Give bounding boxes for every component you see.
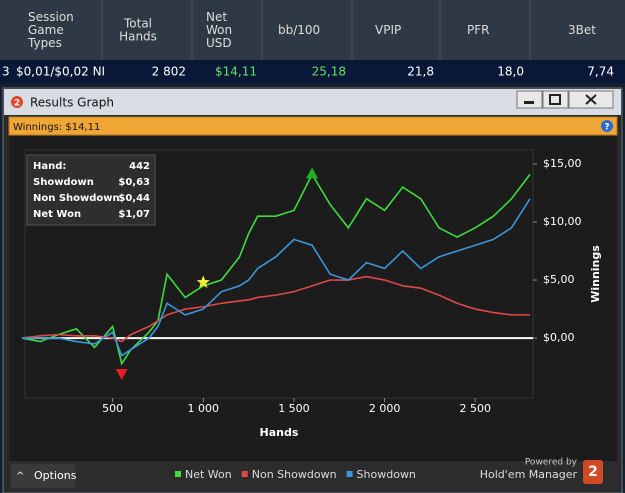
table-cell: $14,11 xyxy=(215,65,257,79)
x-tick-label: 1 000 xyxy=(188,402,220,415)
table-cell: 2 802 xyxy=(152,65,186,79)
brand-badge: 2 xyxy=(588,464,598,480)
footer xyxy=(9,461,617,492)
legend-swatch xyxy=(175,471,181,477)
tooltip-value: $0,44 xyxy=(118,193,150,204)
table-cell: 3 xyxy=(2,65,10,79)
title-badge: 2 xyxy=(14,99,20,109)
powered-by: Powered by xyxy=(525,458,578,468)
plot-frame xyxy=(24,149,534,399)
tooltip-key: Non Showdown xyxy=(33,193,120,204)
table-cell: 18,0 xyxy=(497,65,524,79)
legend-label: Non Showdown xyxy=(252,468,337,481)
table-header xyxy=(0,0,625,60)
series-line xyxy=(21,275,530,343)
table-cell: $0,01/$0,02 NI xyxy=(16,65,105,79)
maximize-icon xyxy=(549,94,561,105)
column-header: Net Won USD xyxy=(206,10,232,50)
x-axis-label: Hands xyxy=(260,426,299,439)
minimize-button[interactable] xyxy=(516,90,543,109)
table-cell: 25,18 xyxy=(312,65,346,79)
column-header: VPIP xyxy=(375,23,401,37)
winnings-bar xyxy=(8,116,618,136)
y-tick-label: $5,00 xyxy=(543,273,575,286)
winnings-label: Winnings: $14,11 xyxy=(13,122,100,133)
y-axis-label: Winnings xyxy=(589,245,602,303)
tooltip-key: Net Won xyxy=(33,209,81,220)
marker xyxy=(196,275,210,289)
column-header: PFR xyxy=(467,23,489,37)
column-header: Session Game Types xyxy=(27,10,74,50)
options-caret: ^ xyxy=(16,471,24,482)
tooltip-key: Hand: xyxy=(33,161,66,172)
options-button[interactable] xyxy=(11,464,75,488)
minimize-icon xyxy=(524,101,534,104)
marker xyxy=(115,368,128,380)
help-icon: ? xyxy=(604,123,609,133)
y-tick-label: $0,00 xyxy=(543,331,575,344)
table-cell: 21,8 xyxy=(407,65,434,79)
legend-label: Showdown xyxy=(357,468,416,481)
tooltip-key: Showdown xyxy=(33,177,94,188)
column-header: bb/100 xyxy=(278,23,320,37)
series-line xyxy=(22,198,531,357)
close-icon xyxy=(585,94,597,105)
x-tick-label: 500 xyxy=(102,402,123,415)
legend-swatch xyxy=(241,471,248,477)
tooltip-value: $1,07 xyxy=(118,209,150,220)
tooltip-value: $0,63 xyxy=(118,177,150,188)
x-tick-label: 1 500 xyxy=(278,402,310,415)
tooltip-value: 442 xyxy=(129,161,150,172)
y-tick-label: $10,00 xyxy=(543,215,582,228)
column-header: Total Hands xyxy=(119,16,157,43)
brand-logo xyxy=(583,460,603,484)
series-line xyxy=(21,172,531,366)
table-row xyxy=(0,60,625,83)
table-cell: 7,74 xyxy=(587,65,614,79)
column-header: 3Bet xyxy=(568,23,596,37)
legend-label: Net Won xyxy=(185,468,232,481)
marker xyxy=(306,167,319,179)
y-tick-label: $15,00 xyxy=(543,157,582,170)
tooltip xyxy=(26,154,156,226)
x-tick-label: 2 000 xyxy=(369,402,401,415)
window-title: Results Graph xyxy=(30,96,114,110)
help-button[interactable] xyxy=(601,120,613,132)
brand: Hold'em Manager xyxy=(480,468,578,481)
title-icon xyxy=(11,96,23,108)
x-tick-label: 2 500 xyxy=(459,402,491,415)
legend-swatch xyxy=(346,471,353,477)
options-label: Options xyxy=(34,469,77,482)
maximize-button[interactable] xyxy=(542,90,569,109)
